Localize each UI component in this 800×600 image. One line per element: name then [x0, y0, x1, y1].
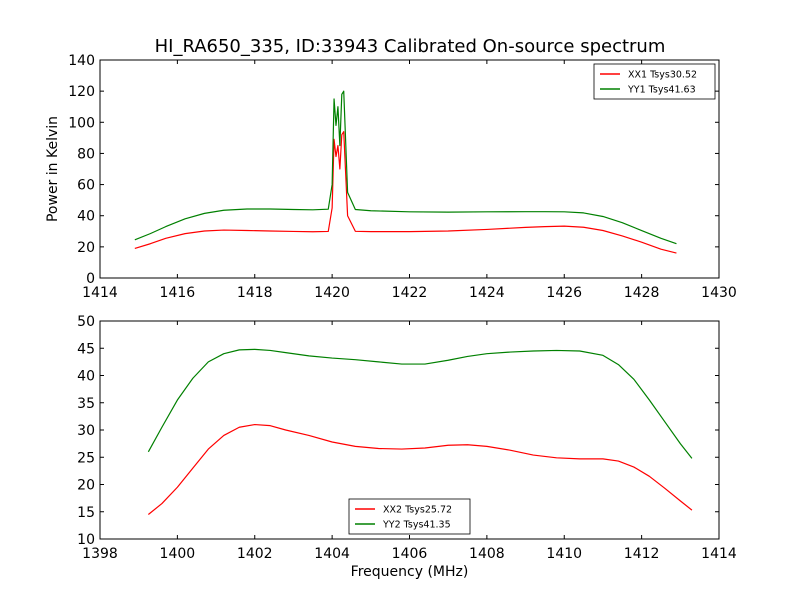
x-tick-label: 1418 — [237, 285, 273, 301]
y-tick-label: 0 — [86, 271, 95, 287]
series-line-2 — [147, 348, 693, 459]
legend-label: YY2 Tsys41.35 — [382, 520, 451, 531]
x-tick-label: 1402 — [237, 546, 273, 562]
series-line-2 — [134, 90, 677, 245]
y-axis-label: Power in Kelvin — [45, 116, 61, 222]
series-line-1 — [147, 423, 693, 515]
y-tick-label: 30 — [77, 423, 95, 439]
y-tick-label: 80 — [77, 146, 95, 162]
legend: XX1 Tsys30.52 YY1 Tsys41.63 — [593, 63, 716, 100]
y-tick-label: 60 — [77, 178, 95, 194]
x-tick-label: 1422 — [392, 285, 428, 301]
x-tick-label: 1426 — [546, 285, 582, 301]
legend: XX2 Tsys25.72 YY2 Tsys41.35 — [348, 498, 471, 535]
y-tick-label: 40 — [77, 209, 95, 225]
legend-label: XX2 Tsys25.72 — [383, 505, 452, 516]
y-tick-label: 35 — [77, 396, 95, 412]
x-tick-label: 1420 — [314, 285, 350, 301]
x-axis-label: Frequency (MHz) — [351, 564, 469, 580]
legend-label: XX1 Tsys30.52 — [628, 70, 697, 81]
series-group — [134, 90, 677, 254]
y-tick-label: 20 — [77, 478, 95, 494]
x-tick-label: 1406 — [392, 546, 428, 562]
legend-box — [348, 498, 471, 535]
bottom-panel: 1398 1400 1402 1404 1406 1408 1410 1412 1414 10 15… — [77, 314, 737, 580]
chart-title: HI_RA650_335, ID:33943 Calibrated On-sou… — [155, 36, 666, 57]
series-line-1 — [134, 131, 677, 254]
x-tick-label: 1404 — [314, 546, 350, 562]
x-tick-label: 1410 — [546, 546, 582, 562]
x-tick-label: 1414 — [82, 285, 118, 301]
y-tick-label: 50 — [77, 314, 95, 330]
legend-label: YY1 Tsys41.63 — [627, 85, 696, 96]
y-tick-label: 15 — [77, 505, 95, 521]
y-tick-label: 100 — [68, 115, 95, 131]
y-tick-label: 120 — [68, 84, 95, 100]
x-tick-label: 1408 — [469, 546, 505, 562]
y-tick-label: 25 — [77, 450, 95, 466]
x-tick-label: 1428 — [624, 285, 660, 301]
x-tick-label: 1416 — [160, 285, 196, 301]
y-tick-label: 45 — [77, 341, 95, 357]
series-group — [147, 348, 693, 515]
y-tick-label: 10 — [77, 532, 95, 548]
y-tick-label: 140 — [68, 53, 95, 69]
legend-box — [593, 63, 716, 100]
top-panel: 1414 1416 1418 1420 1422 1424 1426 1428 1430 0 20 4… — [45, 53, 737, 301]
x-tick-label: 1430 — [701, 285, 737, 301]
x-tick-label: 1398 — [82, 546, 118, 562]
x-tick-label: 1412 — [624, 546, 660, 562]
x-tick-label: 1414 — [701, 546, 737, 562]
x-tick-label: 1400 — [160, 546, 196, 562]
x-tick-label: 1424 — [469, 285, 505, 301]
y-tick-label: 20 — [77, 240, 95, 256]
y-tick-label: 40 — [77, 369, 95, 385]
